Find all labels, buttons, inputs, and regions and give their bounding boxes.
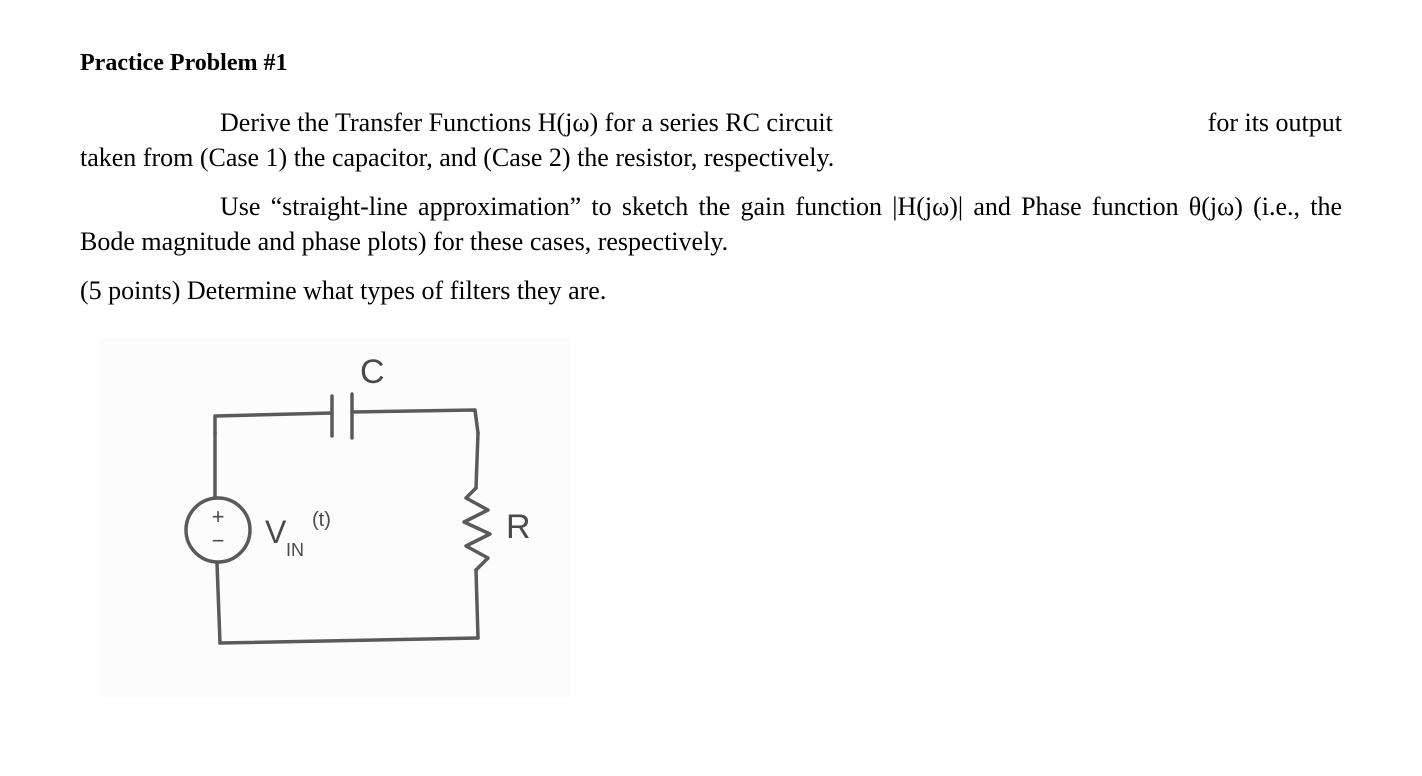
paragraph-1: Derive the Transfer Functions H(jω) for … bbox=[80, 105, 1342, 175]
circuit-svg: + − C R V IN (t) bbox=[100, 338, 570, 698]
p1-part-c: taken from (Case 1) the capacitor, and (… bbox=[80, 143, 834, 172]
label-vin-main: V bbox=[265, 514, 287, 550]
source-plus: + bbox=[212, 504, 225, 529]
circuit-diagram: + − C R V IN (t) bbox=[100, 338, 1342, 703]
paragraph-3: (5 points) Determine what types of filte… bbox=[80, 273, 1342, 308]
p1-part-a: Derive the Transfer Functions H(jω) for … bbox=[220, 108, 833, 137]
paragraph-2: Use “straight-line approximation” to ske… bbox=[80, 189, 1342, 259]
document-page: Practice Problem #1 Derive the Transfer … bbox=[0, 0, 1422, 703]
diagram-bg bbox=[100, 338, 570, 698]
label-vin-sub: IN bbox=[286, 540, 304, 560]
label-c: C bbox=[360, 353, 385, 391]
p1-part-b: for its output bbox=[1208, 105, 1342, 140]
problem-title: Practice Problem #1 bbox=[80, 50, 1342, 77]
source-minus: − bbox=[212, 528, 225, 553]
label-vin-arg: (t) bbox=[312, 509, 331, 531]
label-r: R bbox=[506, 508, 531, 546]
